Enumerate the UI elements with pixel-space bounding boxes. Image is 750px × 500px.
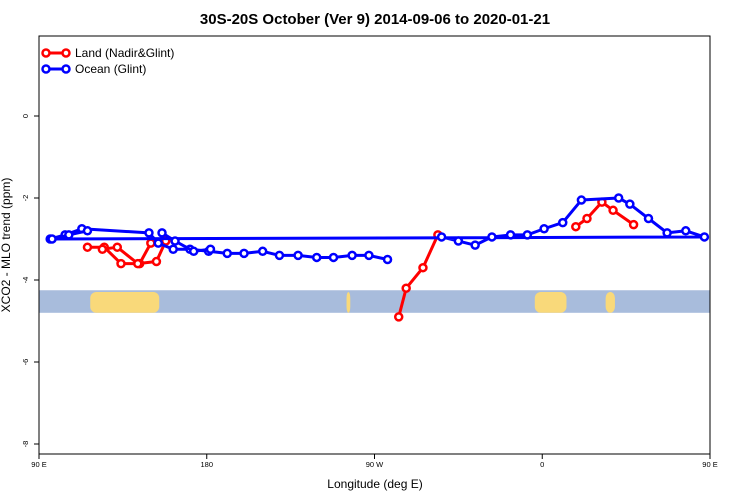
data-point-ocean [576,195,587,205]
plot-lines [45,193,710,322]
data-point-ocean [487,232,497,242]
data-point-ocean [168,244,178,254]
data-point-ocean [293,250,303,261]
data-point-ocean [470,240,480,250]
data-point-ocean [364,250,374,261]
data-point-ocean [505,230,516,240]
y-tick-label: 0 [21,114,30,118]
data-point-ocean [382,254,393,265]
data-point-ocean [643,213,654,224]
data-point-land [97,244,108,254]
x-axis-label: Longitude (deg E) [327,477,422,491]
chart-title: 30S-20S October (Ver 9) 2014-09-06 to 20… [200,11,550,28]
x-axis: 90 E 180 90 W 0 90 E [31,454,718,469]
legend-item-land: Land (Nadir&Glint) [41,46,174,60]
data-point-land [116,258,126,269]
data-point-land [146,238,156,248]
data-point-land [401,283,411,293]
x-tick-label: 180 [200,460,213,469]
y-axis-label: XCO2 - MLO trend (ppm) [0,178,13,313]
series-line-ocean [161,231,211,253]
x-tick-label: 90 E [31,460,46,469]
data-point-land [571,221,581,232]
data-point-land [418,262,428,273]
data-point-ocean [222,248,233,259]
y-tick-label: -6 [21,359,30,366]
y-tick-label: -2 [21,195,30,202]
data-point-land [628,219,639,230]
legend-marker-ocean [61,64,71,74]
legend: Land (Nadir&Glint) Ocean (Glint) [41,46,174,76]
data-point-ocean [625,199,635,209]
data-point-ocean [82,226,93,236]
data-point-ocean [436,232,447,242]
data-point-ocean [347,250,357,261]
legend-marker-land [61,48,71,58]
land-patch [346,292,351,313]
data-point-ocean [239,248,249,259]
data-point-ocean [144,228,154,238]
map-strip [39,290,710,313]
data-point-ocean [157,228,167,238]
data-point-land [82,242,93,252]
data-point-ocean [153,238,164,248]
land-patch [605,292,615,313]
data-point-ocean [558,217,568,228]
legend-item-ocean: Ocean (Glint) [41,62,146,76]
data-point-ocean [170,236,180,246]
data-point-land [133,258,143,269]
data-point-land [582,213,592,224]
series-line-land [397,234,440,318]
legend-marker-land [41,48,51,58]
x-tick-label: 0 [540,460,544,469]
legend-label-ocean: Ocean (Glint) [75,62,146,76]
x-tick-label: 90 E [702,460,717,469]
data-point-ocean [328,252,339,263]
data-point-ocean [274,250,285,261]
data-point-ocean [522,230,533,240]
data-point-ocean [681,226,691,236]
legend-marker-ocean [41,64,51,74]
data-point-ocean [613,193,624,203]
y-axis: 0 -2 -4 -6 -8 [21,114,39,447]
data-point-ocean [662,228,672,238]
data-point-ocean [699,232,710,242]
data-point-ocean [64,230,74,240]
data-point-ocean [539,224,549,234]
data-point-land [393,312,404,322]
x-tick-label: 90 W [366,460,384,469]
data-point-ocean [257,246,268,257]
land-patch [90,292,160,313]
data-point-ocean [453,236,464,246]
data-point-ocean [47,234,57,244]
plot-frame [38,35,711,455]
y-tick-label: -4 [21,277,30,284]
data-point-land [151,256,162,267]
data-point-ocean [311,252,322,263]
data-point-ocean [188,246,199,257]
data-point-land [112,242,123,252]
land-patch [534,292,567,313]
y-tick-label: -8 [21,441,30,448]
legend-label-land: Land (Nadir&Glint) [75,46,174,60]
data-point-ocean [205,244,216,254]
data-point-land [608,205,618,216]
